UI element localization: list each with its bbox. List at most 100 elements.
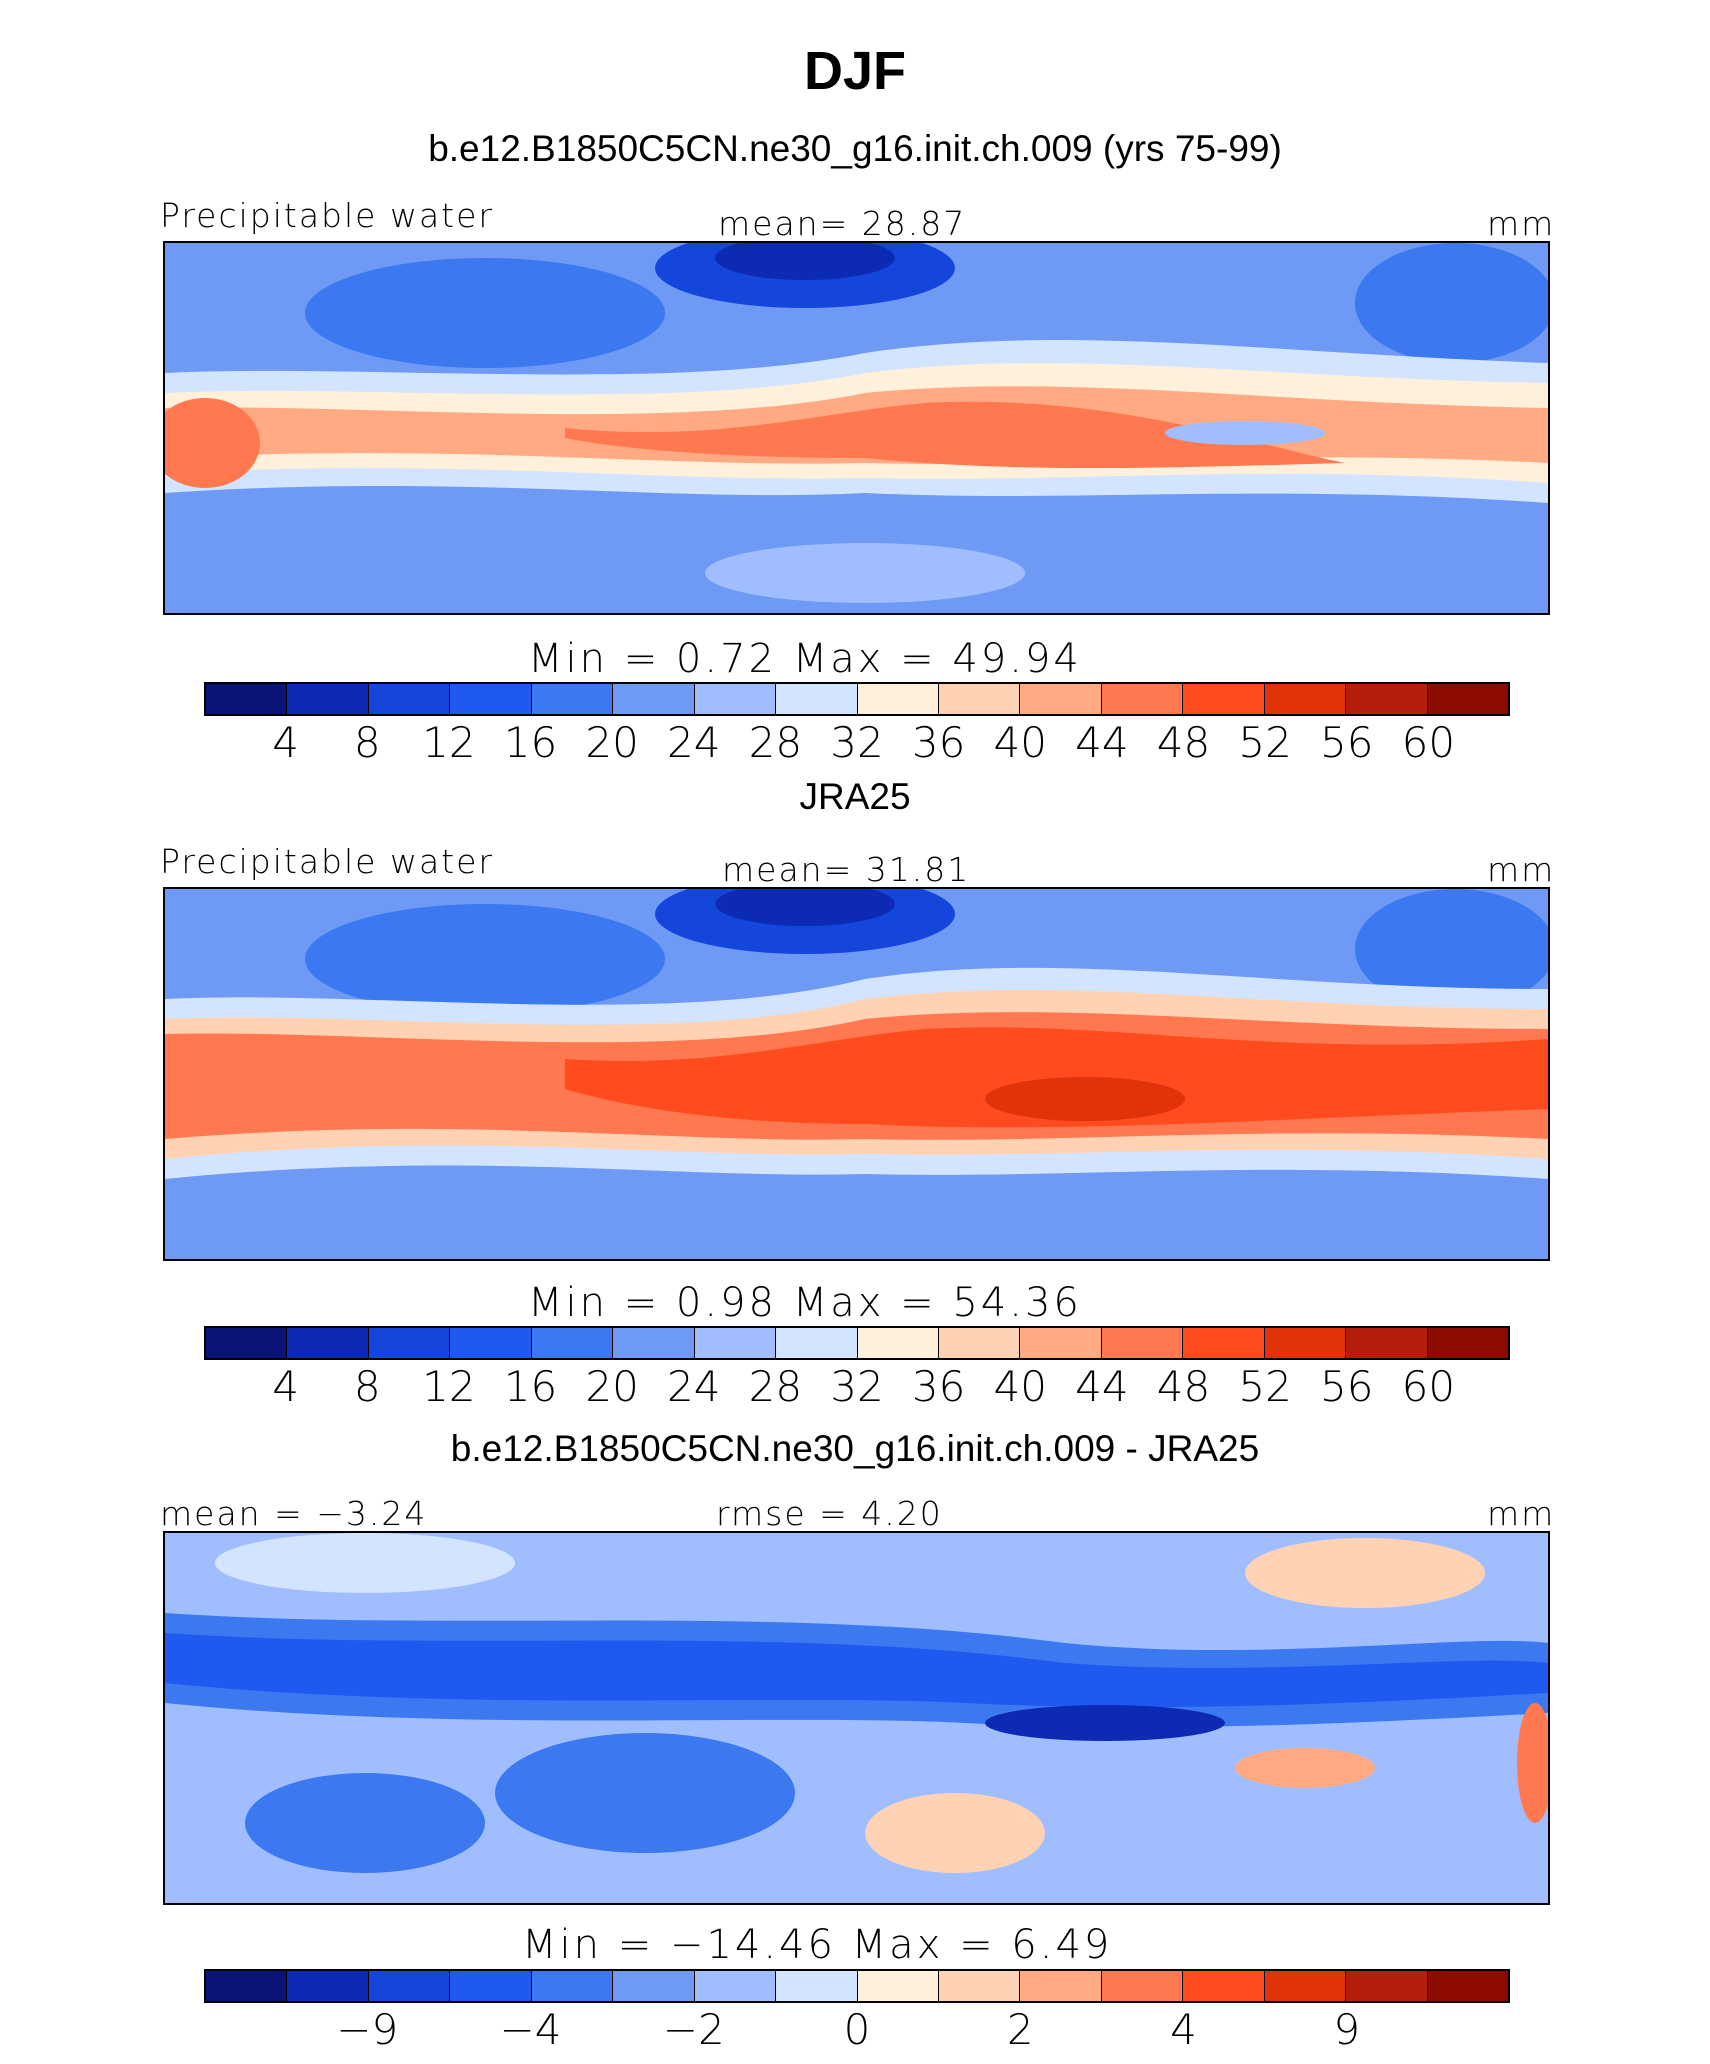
colorbar-tick-label: 32 [830,718,884,767]
colorbar-swatch [1183,1971,1265,2001]
page-title: DJF [803,41,906,101]
colorbar-tick-label: 44 [1075,718,1129,767]
colorbar-tick-label: 9 [1333,2005,1361,2054]
colorbar-tick-label: 56 [1320,1362,1374,1411]
colorbar-swatch [1346,684,1428,714]
colorbar-tick-label: 16 [503,1362,558,1411]
colorbar-swatch [1020,1971,1102,2001]
colorbar-swatch [613,1328,695,1358]
colorbar-swatch [857,684,939,714]
colorbar-swatch [776,684,858,714]
colorbar-swatch [1427,684,1508,714]
colorbar-tick-label: 60 [1401,1362,1456,1411]
colorbar-swatch [206,1971,288,2001]
panel-2-subtitle: JRA25 [799,776,911,817]
panel-3-colorbar-ticks: −9 −4 −2 0 2 4 9 [204,2005,1510,2055]
panel-1-map [163,241,1550,615]
colorbar-swatch [1427,1971,1508,2001]
colorbar-swatch [1264,684,1347,714]
colorbar-swatch [694,1328,777,1358]
colorbar-tick-label: 52 [1238,718,1292,767]
panel-3-colorbar [204,1969,1510,2003]
colorbar-tick-label: 8 [353,718,381,767]
colorbar-swatch [368,1328,451,1358]
colorbar-tick-label: 28 [748,718,803,767]
panel-1-colorbar [204,682,1510,716]
colorbar-swatch [1020,684,1102,714]
colorbar-swatch [287,1328,369,1358]
colorbar-tick-label: 20 [585,1362,639,1411]
colorbar-swatch [450,1971,532,2001]
colorbar-swatch [613,684,695,714]
colorbar-tick-label: −9 [336,2005,399,2054]
panel-1-colorbar-ticks: 4 8 12 16 20 24 28 32 36 40 44 48 52 56 60 [204,718,1510,768]
colorbar-swatch [694,684,777,714]
colorbar-swatch [206,684,288,714]
colorbar-swatch [694,1971,777,2001]
panel-2-colorbar-ticks: 4 8 12 16 20 24 28 32 36 40 44 48 52 56 60 [204,1362,1510,1412]
colorbar-tick-label: 8 [353,1362,381,1411]
colorbar-swatch [857,1971,939,2001]
colorbar-swatch [938,684,1021,714]
colorbar-swatch [1264,1971,1347,2001]
colorbar-swatch [776,1971,858,2001]
colorbar-tick-label: 60 [1401,718,1456,767]
panel-2-map-svg [165,889,1548,1259]
colorbar-swatch [368,684,451,714]
colorbar-tick-label: −2 [662,2005,725,2054]
colorbar-tick-label: −4 [499,2005,562,2054]
colorbar-swatch [938,1328,1021,1358]
colorbar-swatch [1101,1971,1184,2001]
colorbar-swatch [1346,1971,1428,2001]
colorbar-tick-label: 44 [1075,1362,1129,1411]
panel-2-colorbar [204,1326,1510,1360]
panel-2-map [163,887,1550,1261]
colorbar-swatch [1101,684,1184,714]
panel-1-variable-label: Precipitable water [160,196,494,235]
colorbar-tick-label: 40 [993,718,1047,767]
colorbar-tick-label: 48 [1156,718,1211,767]
panel-1-map-svg [165,243,1548,613]
colorbar-tick-label: 36 [911,718,966,767]
colorbar-swatch [206,1328,288,1358]
panel-3-min-max: Min = −14.46 Max = 6.49 [522,1922,1113,1968]
colorbar-swatch [287,1971,369,2001]
panel-2-unit-label: mm [1487,850,1556,889]
colorbar-tick-label: 4 [1170,2005,1197,2054]
panel-3-map-svg [165,1533,1548,1903]
panel-2-variable-label: Precipitable water [160,842,494,881]
colorbar-swatch [1101,1328,1184,1358]
colorbar-swatch [450,1328,532,1358]
colorbar-tick-label: 40 [993,1362,1047,1411]
colorbar-swatch [1020,1328,1102,1358]
panel-2-mean-label: mean= 31.81 [722,850,971,889]
panel-1-unit-label: mm [1487,204,1556,243]
colorbar-tick-label: 20 [585,718,639,767]
colorbar-tick-label: 0 [843,2005,871,2054]
panel-1-subtitle: b.e12.B1850C5CN.ne30_g16.init.ch.009 (yr… [428,128,1282,169]
colorbar-tick-label: 16 [503,718,558,767]
colorbar-swatch [531,1971,614,2001]
colorbar-swatch [1427,1328,1508,1358]
colorbar-swatch [1183,684,1265,714]
panel-2-min-max: Min = 0.98 Max = 54.36 [528,1280,1082,1326]
colorbar-swatch [1346,1328,1428,1358]
panel-3-rmse-label: rmse = 4.20 [716,1494,943,1533]
colorbar-tick-label: 56 [1320,718,1374,767]
colorbar-tick-label: 28 [748,1362,803,1411]
panel-1-mean-label: mean= 28.87 [718,204,967,243]
colorbar-tick-label: 24 [667,718,721,767]
colorbar-swatch [287,684,369,714]
panel-1-min-max: Min = 0.72 Max = 49.94 [528,636,1082,682]
colorbar-tick-label: 12 [422,718,476,767]
colorbar-tick-label: 48 [1156,1362,1211,1411]
colorbar-tick-label: 32 [830,1362,884,1411]
colorbar-swatch [938,1971,1021,2001]
colorbar-swatch [857,1328,939,1358]
colorbar-swatch [1183,1328,1265,1358]
colorbar-tick-label: 4 [272,718,299,767]
panel-3-map [163,1531,1550,1905]
colorbar-swatch [450,684,532,714]
colorbar-swatch [1264,1328,1347,1358]
panel-3-subtitle: b.e12.B1850C5CN.ne30_g16.init.ch.009 - J… [450,1428,1260,1469]
